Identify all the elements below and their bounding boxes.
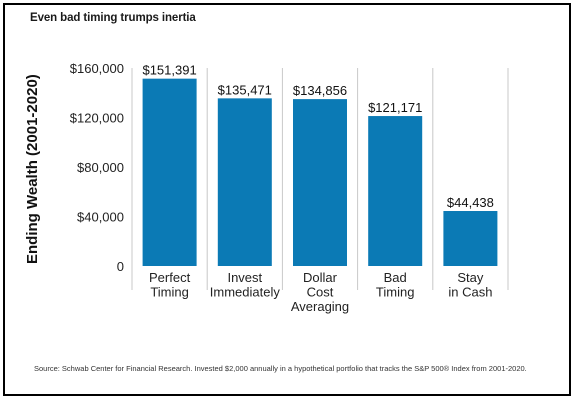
- data-label: $135,471: [218, 82, 272, 97]
- y-tick-label: $120,000: [70, 111, 124, 126]
- data-label: $134,856: [293, 83, 347, 98]
- category-label: Timing: [376, 285, 415, 300]
- category-label: Timing: [150, 285, 189, 300]
- category-label: Invest: [227, 270, 262, 285]
- data-label: $44,438: [447, 195, 494, 210]
- y-tick-label: $40,000: [77, 210, 124, 225]
- category-label: Immediately: [210, 285, 281, 300]
- category-label: Averaging: [291, 299, 349, 314]
- y-tick-label: $160,000: [70, 61, 124, 76]
- category-label: Stay: [457, 270, 484, 285]
- chart-frame: [3, 3, 571, 396]
- y-tick-label: $80,000: [77, 160, 124, 175]
- bar: [217, 98, 272, 266]
- category-label: Perfect: [149, 270, 191, 285]
- category-label: Bad: [384, 270, 407, 285]
- y-tick-label: 0: [117, 259, 124, 274]
- data-label: $151,391: [142, 63, 196, 78]
- bar: [368, 116, 423, 266]
- bar: [293, 99, 347, 267]
- source-note: Source: Schwab Center for Financial Rese…: [34, 364, 527, 373]
- bar: [443, 211, 498, 266]
- category-label: in Cash: [448, 285, 492, 300]
- category-label: Dollar: [303, 270, 338, 285]
- category-label: Cost: [307, 285, 334, 300]
- bar: [142, 78, 197, 266]
- data-label: $121,171: [368, 100, 422, 115]
- chart-title: Even bad timing trumps inertia: [30, 12, 196, 24]
